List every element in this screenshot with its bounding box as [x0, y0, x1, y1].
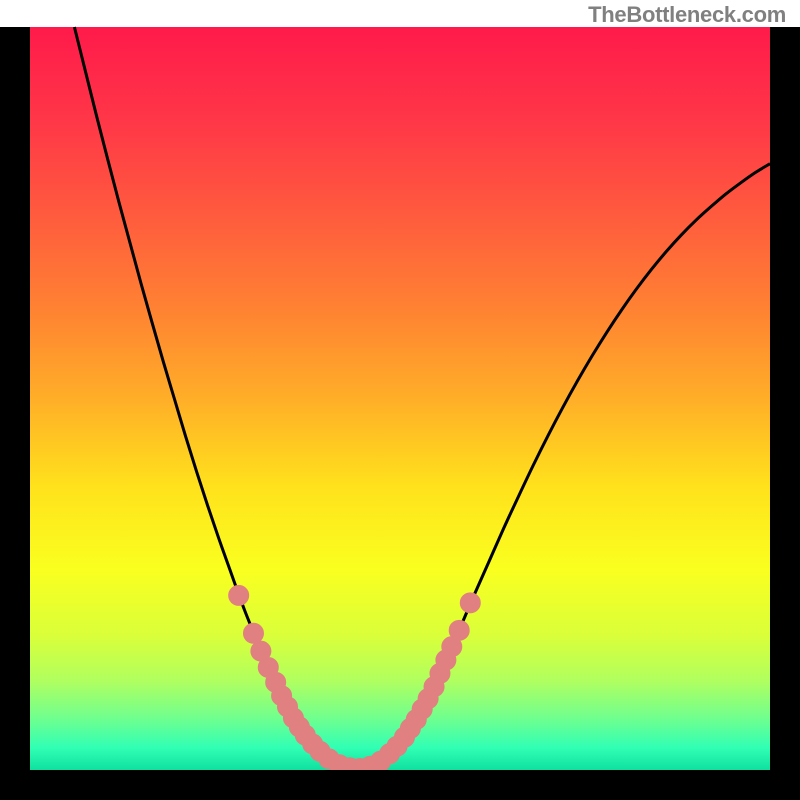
watermark-text: TheBottleneck.com — [588, 2, 786, 28]
chart-container: TheBottleneck.com — [0, 0, 800, 800]
frame-right — [770, 27, 800, 800]
data-marker — [229, 585, 249, 605]
frame-bottom — [0, 770, 800, 800]
gradient-background — [30, 27, 770, 770]
data-marker — [460, 593, 480, 613]
data-marker — [243, 623, 263, 643]
data-marker — [449, 620, 469, 640]
frame-left — [0, 27, 30, 800]
bottleneck-chart — [0, 0, 800, 800]
